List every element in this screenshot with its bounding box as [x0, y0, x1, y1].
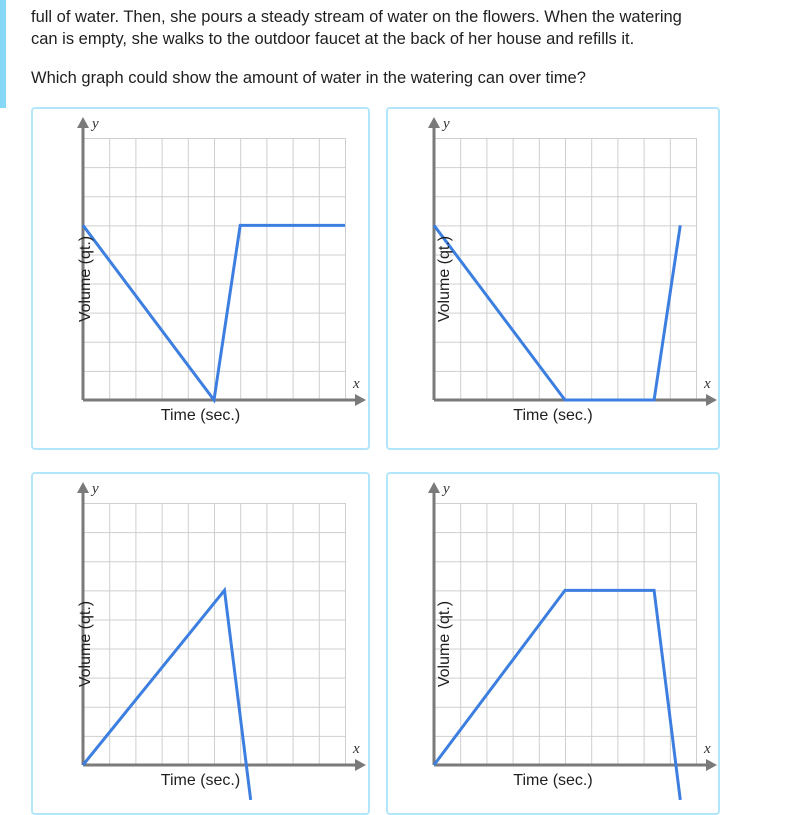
- graph-b-svg: yx: [428, 116, 717, 406]
- question-prompt: Which graph could show the amount of wat…: [31, 69, 586, 87]
- svg-text:x: x: [703, 741, 711, 757]
- answer-choice-d[interactable]: y x Volume (qt.) Time (sec.): [386, 472, 720, 815]
- graph-b-y-label: Volume (qt.): [436, 235, 454, 322]
- graph-c-svg: yx: [77, 481, 366, 801]
- graph-c-x-label: Time (sec.): [160, 772, 241, 789]
- problem-stem-line-2: can is empty, she walks to the outdoor f…: [31, 30, 635, 48]
- svg-text:x: x: [352, 376, 360, 392]
- graph-c-y-label: Volume (qt.): [77, 600, 95, 687]
- graph-d: y x Volume (qt.) Time (sec.): [388, 474, 718, 813]
- svg-text:y: y: [90, 481, 99, 497]
- question-page: garden. She begins by filling her wateri…: [0, 0, 773, 815]
- svg-text:x: x: [352, 741, 360, 757]
- problem-stem: garden. She begins by filling her wateri…: [31, 0, 773, 26]
- svg-text:y: y: [441, 116, 450, 132]
- graph-d-x-label: Time (sec.): [513, 772, 593, 789]
- accent-strip: [0, 0, 6, 108]
- svg-text:y: y: [441, 481, 450, 497]
- graph-a-x-label: Time (sec.): [160, 407, 241, 424]
- svg-text:y: y: [90, 116, 99, 132]
- graph-a-svg: yx: [77, 116, 366, 406]
- svg-text:x: x: [703, 376, 711, 392]
- graph-b-x-label: Time (sec.): [513, 407, 593, 424]
- graph-a-y-label: Volume (qt.): [77, 235, 95, 322]
- graph-d-y-label: Volume (qt.): [436, 600, 454, 687]
- stem-line-1: full of water. Then, she pours a steady …: [31, 8, 682, 26]
